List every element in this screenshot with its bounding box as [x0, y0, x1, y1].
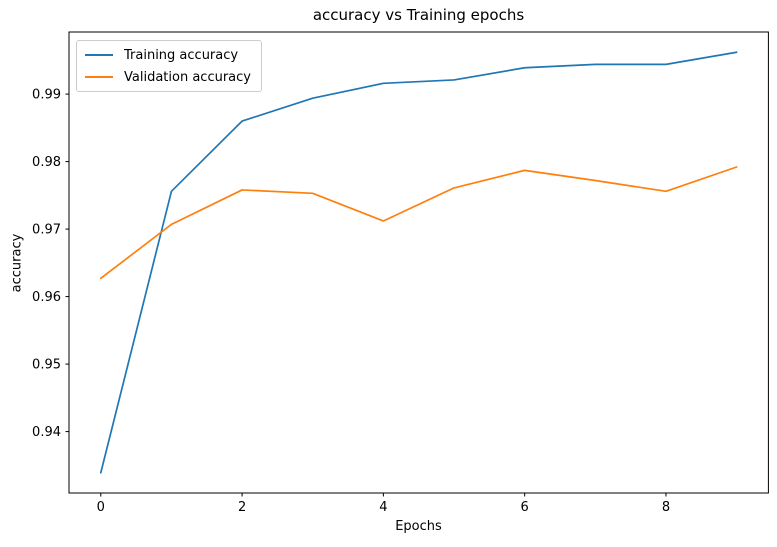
- x-tick-label: 8: [662, 500, 670, 515]
- x-tick-label: 2: [238, 500, 246, 515]
- training-accuracy-line: [99, 51, 738, 474]
- validation-accuracy-line-swatch: [85, 76, 113, 78]
- legend: Training accuracy Validation accuracy: [76, 40, 262, 92]
- y-tick-label: 0.95: [32, 358, 61, 373]
- y-tick-label: 0.94: [32, 425, 61, 440]
- x-tick-label: 6: [521, 500, 529, 515]
- x-tick-label: 4: [379, 500, 387, 515]
- y-tick-label: 0.97: [32, 223, 61, 238]
- legend-label-validation-accuracy: Validation accuracy: [124, 69, 251, 85]
- training-accuracy-line-swatch: [85, 54, 113, 56]
- y-tick-label: 0.98: [32, 155, 61, 170]
- x-axis-label: Epochs: [395, 519, 442, 534]
- y-tick-label: 0.96: [32, 290, 61, 305]
- legend-item-training-accuracy: Training accuracy: [85, 45, 251, 65]
- y-tick-label: 0.99: [32, 88, 61, 103]
- legend-label-training-accuracy: Training accuracy: [124, 47, 239, 63]
- legend-item-validation-accuracy: Validation accuracy: [85, 67, 251, 87]
- chart-title: accuracy vs Training epochs: [312, 6, 525, 24]
- x-tick-label: 0: [97, 500, 105, 515]
- validation-accuracy-line: [99, 166, 738, 280]
- axes-frame: [68, 31, 769, 494]
